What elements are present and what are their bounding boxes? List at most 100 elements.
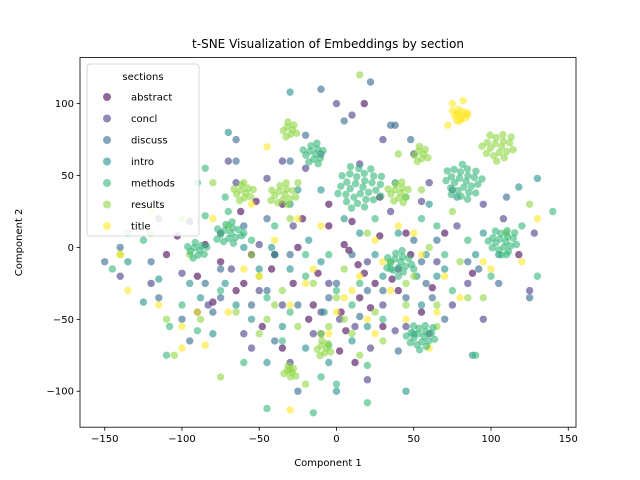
point-abstract-48 bbox=[417, 308, 426, 316]
point-cluster1-14 bbox=[450, 165, 458, 174]
point-cluster14-4 bbox=[313, 345, 321, 353]
x-tick-label: 100 bbox=[481, 434, 500, 445]
legend-marker-intro bbox=[103, 157, 111, 166]
point-cluster2-14 bbox=[491, 227, 500, 235]
point-cluster9-9 bbox=[268, 186, 276, 194]
point-cluster13-7 bbox=[282, 133, 290, 141]
point-discuss-19 bbox=[155, 294, 163, 302]
point-results-12 bbox=[402, 301, 410, 309]
point-title-13 bbox=[371, 236, 379, 244]
point-concl-29 bbox=[386, 207, 395, 216]
legend-label-methods: methods bbox=[131, 179, 175, 190]
point-concl-21 bbox=[479, 200, 487, 208]
point-title-47 bbox=[433, 308, 441, 316]
point-cluster7-9 bbox=[184, 242, 192, 251]
point-cluster1-19 bbox=[458, 160, 467, 169]
point-discuss-39 bbox=[464, 258, 472, 266]
point-intro-9 bbox=[286, 265, 294, 273]
point-title-15 bbox=[394, 222, 402, 230]
legend-marker-abstract bbox=[103, 93, 111, 101]
x-tick-label: 50 bbox=[407, 434, 420, 445]
point-cluster8-15 bbox=[493, 157, 501, 165]
point-methods-5 bbox=[286, 308, 294, 316]
point-cluster13-5 bbox=[292, 129, 301, 137]
point-title-18 bbox=[456, 294, 464, 302]
point-cluster8-16 bbox=[507, 133, 515, 141]
point-concl-1 bbox=[204, 301, 212, 309]
point-cluster0-9 bbox=[343, 178, 351, 186]
point-cluster5-11 bbox=[398, 246, 406, 255]
point-results-7 bbox=[294, 322, 302, 331]
point-results-15 bbox=[209, 179, 217, 187]
point-discuss-4 bbox=[348, 250, 356, 259]
point-cluster10-10 bbox=[399, 198, 407, 207]
point-cluster3-13 bbox=[430, 335, 439, 343]
point-cluster0-20 bbox=[342, 197, 351, 206]
point-cluster0-11 bbox=[360, 169, 368, 178]
point-methods-9 bbox=[363, 399, 372, 407]
point-title-8 bbox=[301, 279, 310, 288]
point-cluster12-3 bbox=[421, 145, 429, 154]
point-intro-22 bbox=[348, 337, 356, 345]
point-cluster5-3 bbox=[398, 253, 407, 261]
point-title-3 bbox=[201, 341, 209, 349]
point-results-43 bbox=[340, 265, 348, 273]
point-cluster2-11 bbox=[503, 227, 511, 235]
point-results-48 bbox=[278, 286, 287, 295]
point-cluster0-10 bbox=[362, 195, 370, 204]
point-intro-30 bbox=[371, 250, 379, 259]
point-abstract-2 bbox=[240, 279, 248, 288]
point-cluster15-6 bbox=[284, 362, 292, 370]
point-methods-38 bbox=[371, 215, 379, 223]
x-tick-label: −50 bbox=[249, 434, 270, 445]
legend-item-concl: concl bbox=[103, 114, 157, 125]
point-discuss-43 bbox=[332, 279, 341, 288]
point-cluster16-8 bbox=[463, 109, 471, 117]
y-tick-label: 0 bbox=[68, 243, 74, 254]
point-intro-49 bbox=[479, 229, 487, 237]
point-concl-38 bbox=[116, 272, 124, 280]
point-cluster1-12 bbox=[447, 184, 455, 192]
legend-marker-concl bbox=[103, 114, 111, 123]
point-discuss-28 bbox=[525, 294, 534, 302]
point-intro-0 bbox=[271, 250, 279, 259]
point-methods-17 bbox=[271, 222, 279, 230]
legend-label-intro: intro bbox=[131, 157, 154, 168]
point-discuss-46 bbox=[101, 258, 109, 266]
plot-frame bbox=[79, 57, 577, 428]
point-cluster0-26 bbox=[377, 192, 385, 200]
point-cluster11-7 bbox=[235, 196, 244, 205]
point-abstract-40 bbox=[309, 301, 317, 309]
point-cluster3-16 bbox=[429, 324, 437, 332]
point-cluster13-4 bbox=[279, 126, 287, 135]
point-title-45 bbox=[371, 330, 379, 338]
point-methods-37 bbox=[348, 301, 356, 309]
point-cluster2-6 bbox=[497, 229, 505, 237]
point-abstract-30 bbox=[428, 284, 436, 292]
legend-label-abstract: abstract bbox=[131, 93, 172, 104]
point-intro-33 bbox=[433, 272, 441, 280]
point-cluster8-5 bbox=[503, 147, 511, 156]
point-abstract-19 bbox=[388, 275, 396, 283]
point-discuss-45 bbox=[209, 308, 217, 316]
point-cluster11-5 bbox=[246, 193, 255, 201]
point-title-41 bbox=[247, 200, 256, 208]
legend-item-intro: intro bbox=[103, 157, 154, 168]
point-cluster5-9 bbox=[384, 254, 392, 262]
point-intro-8 bbox=[232, 301, 240, 309]
point-discuss-2 bbox=[286, 250, 294, 259]
point-cluster3-10 bbox=[422, 342, 431, 351]
point-concl-49 bbox=[278, 157, 287, 165]
point-results-22 bbox=[363, 229, 372, 237]
point-cluster8-6 bbox=[492, 133, 500, 142]
point-intro-35 bbox=[379, 272, 387, 280]
point-results-32 bbox=[216, 373, 225, 381]
point-cluster14-7 bbox=[316, 351, 324, 360]
point-cluster4-8 bbox=[234, 225, 243, 234]
point-cluster5-6 bbox=[392, 249, 400, 257]
point-results-8 bbox=[317, 330, 325, 338]
point-cluster1-2 bbox=[460, 183, 468, 191]
point-discuss-11 bbox=[294, 387, 302, 395]
point-title-34 bbox=[444, 121, 452, 129]
point-cluster8-3 bbox=[499, 137, 507, 145]
